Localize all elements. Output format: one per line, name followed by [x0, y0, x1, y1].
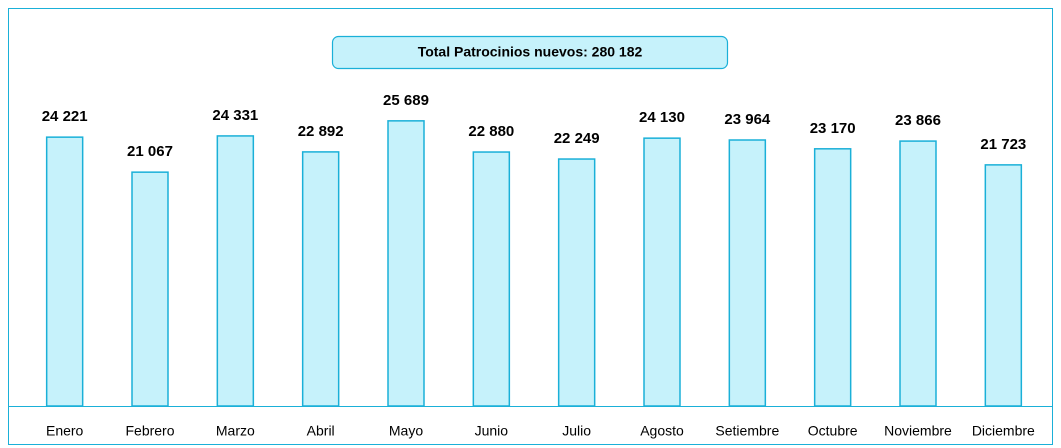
bar — [472, 151, 511, 407]
bar — [984, 164, 1023, 407]
value-label: 22 892 — [298, 123, 344, 140]
x-tick-label: Enero — [46, 423, 84, 439]
x-tick-label: Febrero — [125, 423, 174, 439]
value-label: 24 221 — [42, 108, 88, 125]
bar — [301, 151, 340, 407]
x-tick-label: Julio — [562, 423, 591, 439]
bar — [643, 137, 681, 407]
x-tick-label: Abril — [307, 423, 335, 439]
x-tick-label: Setiembre — [715, 423, 779, 439]
bar — [45, 136, 84, 407]
value-label: 24 130 — [639, 109, 685, 126]
x-tick-label: Marzo — [216, 423, 255, 439]
value-label: 23 170 — [810, 120, 856, 137]
bar — [813, 148, 852, 407]
bar — [728, 139, 767, 407]
x-tick-label: Noviembre — [884, 423, 952, 439]
bar — [557, 158, 596, 407]
x-tick-label: Diciembre — [972, 423, 1035, 439]
value-label: 25 689 — [383, 92, 429, 109]
value-label: 24 331 — [212, 107, 258, 124]
x-tick-label: Octubre — [808, 423, 858, 439]
value-label: 22 880 — [468, 123, 514, 140]
x-tick-label: Junio — [475, 423, 509, 439]
value-label: 23 866 — [895, 112, 941, 129]
bar — [387, 120, 425, 407]
value-label: 23 964 — [724, 111, 771, 128]
bar — [131, 171, 169, 407]
chart-title: Total Patrocinios nuevos: 280 182 — [418, 44, 643, 60]
x-tick-label: Mayo — [389, 423, 423, 439]
x-tick-label: Agosto — [640, 423, 684, 439]
title-box — [331, 35, 729, 70]
bar — [216, 135, 255, 407]
value-label: 21 723 — [980, 136, 1026, 153]
chart-frame — [8, 8, 1053, 445]
value-label: 22 249 — [554, 130, 600, 147]
value-label: 21 067 — [127, 143, 173, 160]
bar — [899, 140, 937, 407]
